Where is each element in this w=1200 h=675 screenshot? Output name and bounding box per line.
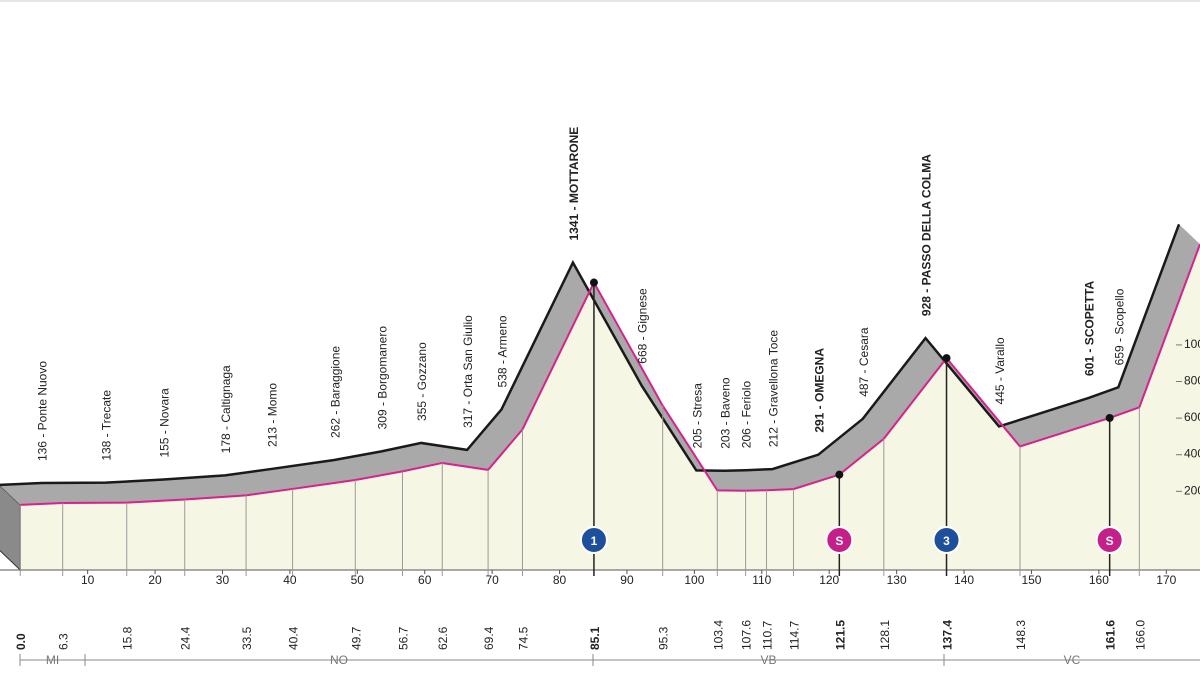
place-label: 262 - Baraggione	[328, 346, 342, 438]
km-label: 49.7	[349, 626, 363, 650]
x-tick-label: 100	[684, 573, 704, 587]
region-label: MI	[46, 653, 59, 667]
km-label: 95.3	[657, 626, 671, 650]
x-tick-label: 130	[887, 573, 907, 587]
place-label: 213 - Momo	[266, 383, 280, 447]
km-label: 15.8	[121, 626, 135, 650]
place-label: 668 - Gignese	[636, 288, 650, 364]
x-tick-label: 40	[283, 573, 297, 587]
place-label: 601 - SCOPETTA	[1083, 280, 1097, 375]
place-label: 1341 - MOTTARONE	[567, 127, 581, 241]
point-dot	[942, 354, 951, 363]
climb-icon	[932, 526, 961, 554]
place-label: 136 - Ponte Nuovo	[36, 361, 50, 461]
place-label: 203 - Baveno	[719, 377, 733, 449]
y-tick-label: 1000	[1184, 337, 1200, 351]
marker-label: 3	[943, 534, 950, 548]
climb-icon	[579, 526, 608, 554]
km-label: 56.7	[396, 626, 410, 650]
km-label: 148.3	[1014, 620, 1028, 650]
place-label: 178 - Caltignaga	[219, 365, 233, 453]
km-label: 33.5	[240, 626, 254, 650]
km-label: 24.4	[179, 626, 193, 650]
km-label: 110.7	[761, 621, 775, 650]
x-tick-label: 80	[553, 573, 567, 587]
x-tick-label: 10	[81, 573, 95, 587]
place-label: 538 - Armeno	[495, 315, 509, 387]
place-label: 317 - Orta San Giulio	[461, 315, 475, 428]
place-label: 445 - Varallo	[993, 337, 1007, 404]
marker-label: S	[1106, 534, 1114, 548]
sprint-icon	[825, 526, 854, 554]
place-label: 212 - Gravellona Toce	[766, 330, 780, 448]
x-tick-label: 30	[216, 573, 230, 587]
x-tick-label: 110	[752, 573, 771, 587]
place-label: 659 - Scopello	[1112, 288, 1126, 365]
km-label: 0.0	[14, 633, 28, 650]
km-label: 74.5	[516, 626, 530, 650]
x-tick-label: 70	[485, 573, 499, 587]
point-dot	[835, 470, 844, 479]
km-label: 161.6	[1104, 620, 1118, 650]
x-tick-label: 50	[351, 573, 365, 587]
place-label: 205 - Stresa	[690, 383, 704, 449]
place-label: 138 - Trecate	[100, 390, 114, 461]
profile-line	[20, 243, 1200, 506]
km-label: 69.4	[482, 626, 496, 650]
km-label: 62.6	[436, 626, 450, 650]
x-tick-label: 170	[1156, 573, 1176, 587]
x-tick-label: 150	[1021, 573, 1041, 587]
km-label: 166.0	[1133, 620, 1147, 650]
y-tick-label: 200	[1184, 483, 1200, 497]
x-tick-label: 140	[954, 573, 974, 587]
x-tick-label: 20	[148, 573, 162, 587]
profile-ridge	[0, 223, 1181, 487]
km-label: 40.4	[287, 626, 301, 650]
km-label: 103.4	[711, 620, 725, 650]
y-tick-label: 400	[1184, 447, 1200, 461]
place-label: 155 - Novara	[158, 388, 172, 458]
y-tick-label: 800	[1184, 374, 1200, 388]
marker-label: 1	[591, 534, 598, 548]
km-label: 128.1	[878, 620, 892, 650]
region-label: NO	[330, 653, 348, 667]
x-tick-label: 160	[1089, 573, 1109, 587]
x-tick-label: 60	[418, 573, 432, 587]
sprint-icon	[1095, 526, 1124, 554]
place-label: 309 - Borgomanero	[375, 326, 389, 430]
x-tick-label: 90	[620, 573, 634, 587]
point-dot	[589, 278, 598, 287]
km-label: 137.4	[941, 620, 955, 650]
x-tick-label: 120	[819, 573, 839, 587]
place-label: 206 - Feriolo	[740, 381, 754, 449]
place-label: 355 - Gozzano	[415, 342, 429, 421]
place-label: 487 - Cesara	[857, 327, 871, 397]
km-label: 114.7	[787, 621, 801, 650]
region-label: VB	[760, 653, 776, 667]
km-label: 121.5	[833, 620, 847, 650]
km-label: 107.6	[740, 620, 754, 650]
profile-area	[20, 244, 1200, 571]
region-label: VC	[1064, 653, 1081, 667]
point-dot	[1105, 413, 1114, 422]
y-tick-label: 600	[1184, 410, 1200, 424]
km-label: 85.1	[588, 626, 602, 650]
km-label: 6.3	[57, 633, 71, 650]
place-label: 928 - PASSO DELLA COLMA	[920, 154, 934, 316]
marker-label: S	[835, 534, 843, 548]
place-label: 291 - OMEGNA	[812, 348, 826, 433]
